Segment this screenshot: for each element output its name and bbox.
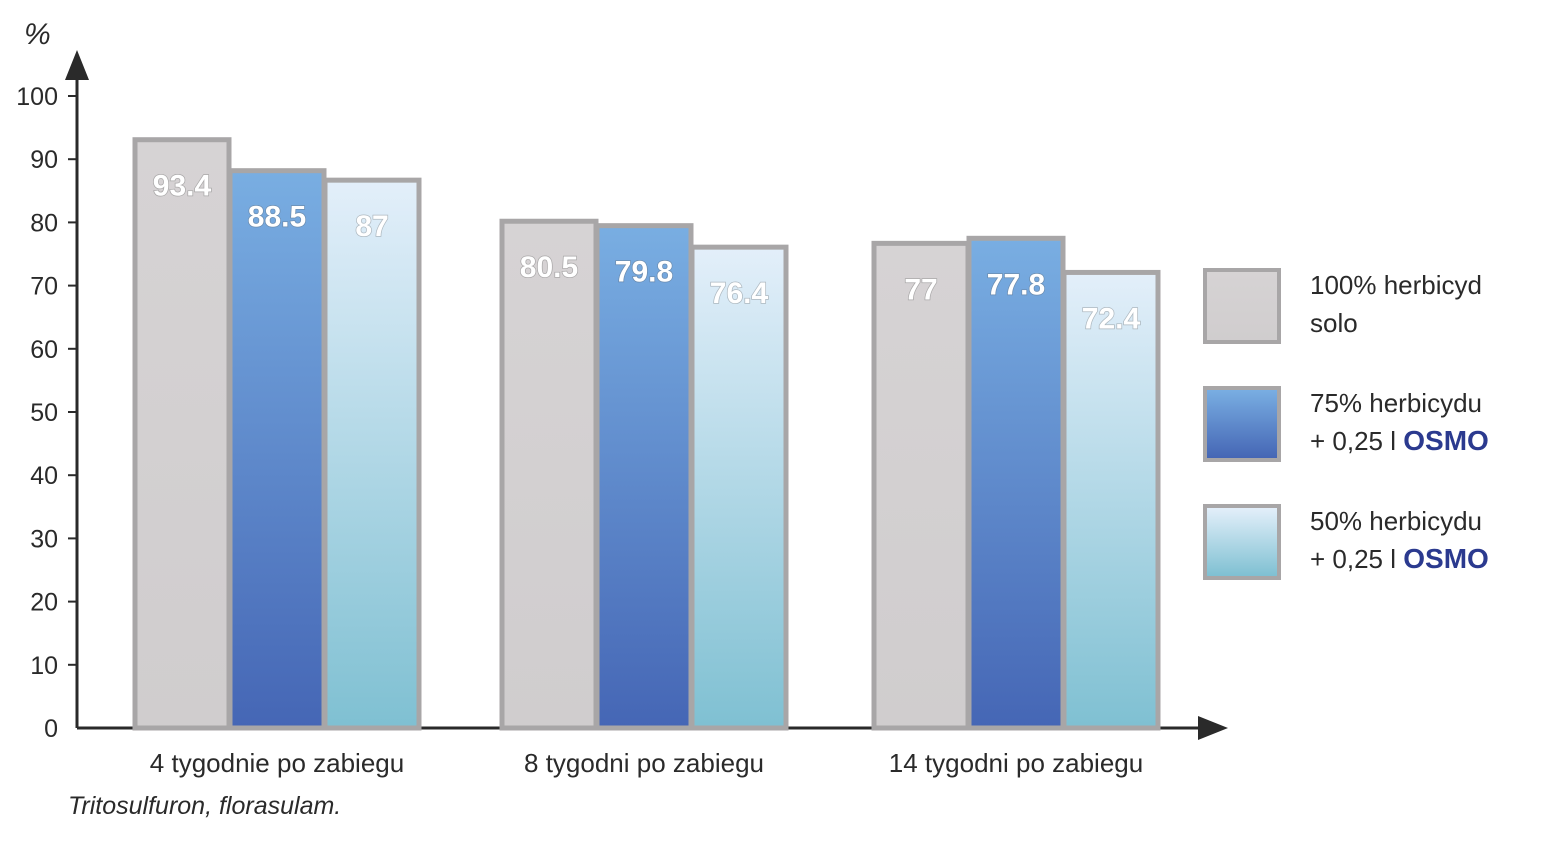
value-labels-group: 93.4 88.5 87 80.5 79.8 76.4 77 77.8 72.4 [152, 169, 1141, 336]
legend-text: 50% herbicydu + 0,25 l OSMO [1310, 503, 1489, 578]
y-tick-label: 70 [30, 273, 58, 301]
x-category-label: 8 tygodni po zabiegu [524, 748, 764, 778]
y-tick-label: 0 [44, 715, 58, 743]
legend: 100% herbicyd solo 75% herbicydu + 0,25 … [1200, 265, 1530, 619]
bar [966, 235, 1066, 731]
legend-brand: OSMO [1403, 543, 1489, 574]
legend-item-blue: 75% herbicydu + 0,25 l OSMO [1200, 383, 1530, 463]
bar [1061, 269, 1161, 731]
y-tick-label: 80 [30, 209, 58, 237]
bar [132, 137, 232, 731]
bar [689, 244, 789, 731]
bar [227, 168, 327, 731]
y-tick-label: 90 [30, 146, 58, 174]
legend-line-1: 100% herbicyd [1310, 270, 1482, 300]
bar-value-label: 80.5 [520, 251, 578, 284]
legend-swatch-light [1203, 504, 1281, 580]
y-tick-label: 30 [30, 525, 58, 553]
y-axis-arrow-icon [65, 50, 89, 80]
legend-brand: OSMO [1403, 425, 1489, 456]
bar-value-label: 77 [904, 273, 937, 306]
bar-value-label: 88.5 [248, 201, 306, 234]
legend-line-2: solo [1310, 304, 1482, 342]
legend-line-1: 50% herbicydu [1310, 506, 1482, 536]
bar-value-label: 93.4 [153, 170, 212, 203]
legend-line-2: + 0,25 l OSMO [1310, 540, 1489, 578]
y-tick-label: 50 [30, 399, 58, 427]
y-tick-label: 100 [16, 83, 58, 111]
y-tick-label: 40 [30, 462, 58, 490]
bar-value-label: 87 [355, 210, 388, 243]
legend-item-light: 50% herbicydu + 0,25 l OSMO [1200, 501, 1530, 581]
legend-swatch-gray [1203, 268, 1281, 344]
legend-swatch-blue [1203, 386, 1281, 462]
y-tick-label: 10 [30, 652, 58, 680]
legend-text: 75% herbicydu + 0,25 l OSMO [1310, 385, 1489, 460]
legend-line-2-prefix: + 0,25 l [1310, 544, 1404, 574]
bar-value-label: 79.8 [615, 256, 673, 289]
bar [499, 218, 599, 731]
x-category-label: 4 tygodnie po zabiegu [150, 748, 404, 778]
y-tick-label: 60 [30, 336, 58, 364]
bar-value-label: 76.4 [710, 277, 769, 310]
bar [871, 240, 971, 731]
y-axis-unit-label: % [24, 18, 51, 51]
bar-value-label: 77.8 [987, 268, 1045, 301]
bar-value-label: 72.4 [1082, 302, 1141, 335]
legend-line-2-prefix: + 0,25 l [1310, 426, 1404, 456]
bar [594, 223, 694, 731]
x-category-label: 14 tygodni po zabiegu [889, 748, 1143, 778]
legend-line-1: 75% herbicydu [1310, 388, 1482, 418]
x-axis-arrow-icon [1198, 716, 1228, 740]
bar [322, 177, 422, 731]
y-tick-label: 20 [30, 589, 58, 617]
legend-line-2-prefix: solo [1310, 308, 1358, 338]
bars-group [132, 137, 1161, 731]
legend-item-gray: 100% herbicyd solo [1200, 265, 1530, 345]
legend-text: 100% herbicyd solo [1310, 267, 1482, 342]
footnote: Tritosulfuron, florasulam. [68, 792, 342, 820]
axes: % 0 10 20 30 40 50 60 70 80 90 100 4 tygodnie po zab… [16, 18, 1228, 778]
legend-line-2: + 0,25 l OSMO [1310, 422, 1489, 460]
